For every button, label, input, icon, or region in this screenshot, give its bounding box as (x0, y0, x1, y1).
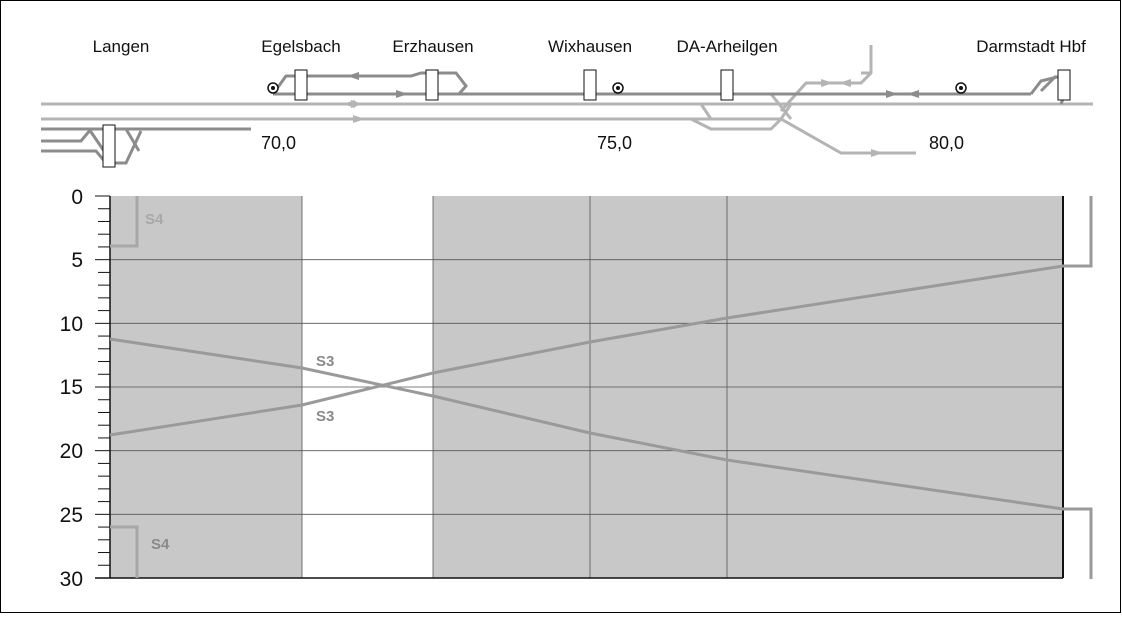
platform-darmstadt (1057, 69, 1071, 101)
signal-icon (612, 82, 624, 94)
km-labels: 70,0 75,0 80,0 (261, 133, 964, 153)
platform-wixhausen (583, 69, 597, 101)
arrow-icon (343, 100, 355, 108)
station-name: Wixhausen (548, 37, 632, 56)
y-tick-label: 10 (60, 313, 83, 336)
y-axis-labels: 0 5 10 15 20 25 30 (60, 186, 83, 591)
arrow-icon (871, 149, 883, 157)
arheilgen-track (690, 103, 793, 131)
y-tick-label: 0 (71, 186, 83, 209)
signal-icon (267, 82, 279, 94)
train-path-s4-top (110, 196, 139, 248)
y-tick-label: 5 (71, 249, 83, 272)
train-path-s4-bottom (110, 525, 139, 578)
arrow-icon (886, 90, 898, 98)
north-branch-track (779, 45, 873, 112)
km-marker: 80,0 (929, 133, 964, 153)
timetable-graph: 0 5 10 15 20 25 30 S3 S3 S4 S4 (60, 186, 1093, 591)
arrow-icon (347, 72, 359, 80)
km-marker: 75,0 (597, 133, 632, 153)
platform-arheilgen (720, 69, 734, 101)
y-tick-label: 15 (60, 376, 83, 399)
station-name: Langen (93, 37, 150, 56)
platform-egelsbach (294, 69, 308, 101)
train-path-s3-southbound (109, 337, 1093, 579)
arrow-icon (839, 79, 851, 87)
branch-track (691, 117, 916, 155)
y-tick-label: 30 (60, 568, 83, 591)
station-name: Erzhausen (392, 37, 473, 56)
y-axis-ticks (95, 195, 110, 579)
signal-icon (955, 82, 967, 94)
horizontal-grid (110, 259, 1063, 515)
train-label: S4 (145, 211, 164, 228)
y-tick-label: 25 (60, 504, 83, 527)
y-tick-label: 20 (60, 440, 83, 463)
track-schematic (41, 45, 1093, 168)
platform-langen (102, 124, 116, 168)
station-labels: Langen Egelsbach Erzhausen Wixhausen DA-… (93, 37, 1086, 56)
train-label: S3 (316, 353, 334, 370)
station-name: DA-Arheilgen (676, 37, 777, 56)
station-name: Egelsbach (261, 37, 340, 56)
arrow-icon (821, 79, 833, 87)
arrow-icon (353, 115, 365, 123)
train-path-s3-northbound (109, 196, 1093, 437)
arrow-icon (907, 90, 919, 98)
train-label: S3 (316, 408, 334, 425)
train-label: S4 (151, 536, 170, 553)
vertical-grid (301, 196, 728, 578)
km-marker: 70,0 (261, 133, 296, 153)
arrow-icon (396, 90, 408, 98)
station-name: Darmstadt Hbf (976, 37, 1086, 56)
platform-erzhausen (425, 69, 439, 101)
egelsbach-siding (271, 74, 356, 95)
